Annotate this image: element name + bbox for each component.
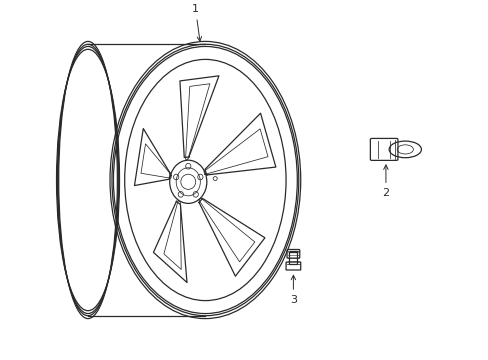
Text: 2: 2 <box>382 165 388 198</box>
Text: 1: 1 <box>192 4 201 41</box>
Text: 3: 3 <box>289 275 296 305</box>
